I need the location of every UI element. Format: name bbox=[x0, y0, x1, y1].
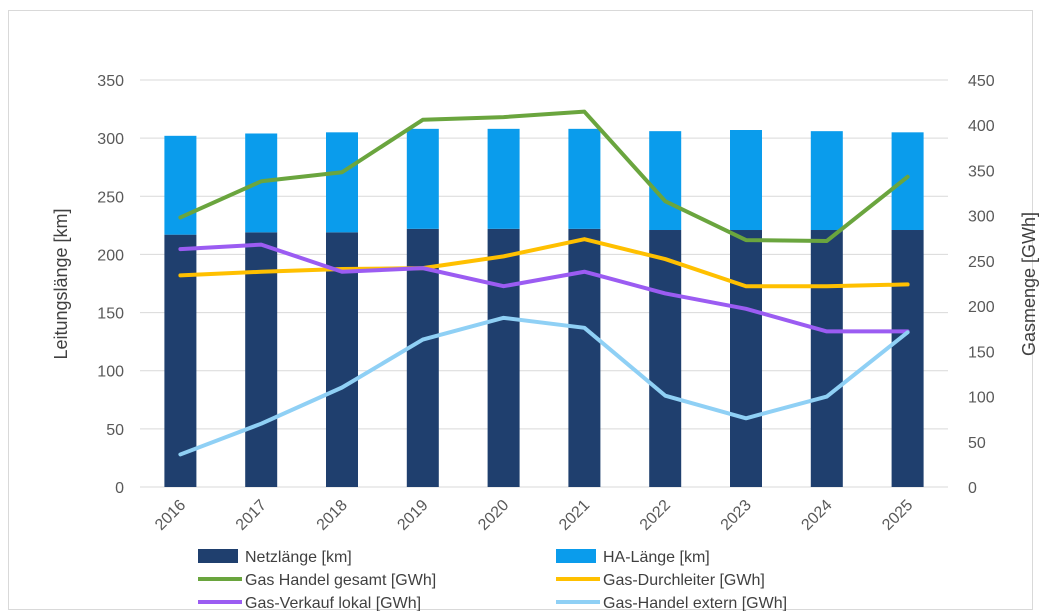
y2-tick-label: 250 bbox=[968, 254, 995, 271]
line-series-0 bbox=[178, 109, 910, 243]
y-tick-label: 300 bbox=[97, 131, 124, 148]
y-tick-label: 150 bbox=[97, 306, 124, 323]
y-tick-label: 0 bbox=[115, 480, 124, 497]
bar-ha-laenge bbox=[649, 131, 682, 231]
y2-tick-label: 450 bbox=[968, 73, 995, 90]
y2-tick-label: 0 bbox=[968, 480, 977, 497]
bar-ha-laenge bbox=[891, 132, 924, 231]
legend-label: Gas-Verkauf lokal [GWh] bbox=[245, 595, 421, 611]
legend: Netzlänge [km] HA-Länge [km] Gas Handel ge… bbox=[198, 549, 787, 611]
line-series-2 bbox=[178, 242, 910, 334]
bar-ha-laenge bbox=[164, 135, 197, 235]
left-axis-ticks: 0 50 100 150 200 250 300 350 bbox=[97, 73, 124, 497]
left-axis-title: Leitungslänge [km] bbox=[51, 208, 71, 359]
y-tick-label: 100 bbox=[97, 364, 124, 381]
right-axis-ticks: 0 50 100 150 200 250 300 350 400 450 bbox=[968, 73, 995, 497]
legend-swatch bbox=[198, 549, 238, 563]
x-tick-label: 2017 bbox=[233, 497, 270, 534]
y-tick-label: 250 bbox=[97, 189, 124, 206]
bar-ha-laenge bbox=[730, 130, 762, 231]
y-tick-label: 350 bbox=[97, 73, 124, 90]
bar-ha-laenge bbox=[326, 132, 358, 233]
bar-netzlaenge bbox=[326, 232, 358, 487]
y-tick-label: 200 bbox=[97, 247, 124, 264]
legend-label: Gas Handel gesamt [GWh] bbox=[245, 572, 436, 589]
x-tick-label: 2023 bbox=[718, 497, 755, 534]
y2-tick-label: 200 bbox=[968, 299, 995, 316]
bar-netzlaenge bbox=[730, 230, 762, 487]
y2-tick-label: 300 bbox=[968, 209, 995, 226]
x-tick-label: 2016 bbox=[152, 497, 189, 534]
y2-tick-label: 100 bbox=[968, 390, 995, 407]
legend-label: Gas-Durchleiter [GWh] bbox=[603, 572, 765, 589]
bar-netzlaenge bbox=[568, 228, 601, 488]
y2-tick-label: 400 bbox=[968, 118, 995, 135]
bar-netzlaenge bbox=[891, 230, 924, 487]
legend-swatch bbox=[556, 549, 596, 563]
x-tick-label: 2024 bbox=[798, 497, 835, 534]
bar-netzlaenge bbox=[245, 232, 278, 487]
bar-netzlaenge bbox=[649, 230, 682, 487]
x-tick-label: 2018 bbox=[314, 497, 351, 534]
line-series-3 bbox=[178, 315, 910, 457]
y-tick-label: 50 bbox=[106, 422, 124, 439]
y2-tick-label: 350 bbox=[968, 163, 995, 180]
bar-netzlaenge bbox=[810, 230, 843, 487]
x-tick-label: 2025 bbox=[879, 497, 916, 534]
x-tick-label: 2020 bbox=[475, 497, 512, 534]
bars-group bbox=[164, 128, 924, 488]
bar-ha-laenge bbox=[406, 128, 439, 229]
y2-tick-label: 150 bbox=[968, 344, 995, 361]
bar-ha-laenge bbox=[568, 128, 601, 229]
legend-label: Netzlänge [km] bbox=[245, 549, 352, 566]
legend-label: Gas-Handel extern [GWh] bbox=[603, 595, 787, 611]
x-tick-label: 2019 bbox=[394, 497, 431, 534]
bar-ha-laenge bbox=[487, 128, 520, 229]
x-tick-label: 2021 bbox=[556, 497, 593, 534]
legend-label: HA-Länge [km] bbox=[603, 549, 710, 566]
right-axis-title: Gasmenge [GWh] bbox=[1019, 212, 1039, 356]
bar-netzlaenge bbox=[487, 228, 520, 488]
bar-ha-laenge bbox=[810, 131, 843, 231]
y2-tick-label: 50 bbox=[968, 435, 986, 452]
x-tick-label: 2022 bbox=[637, 497, 674, 534]
line-series-1 bbox=[178, 237, 910, 289]
lines-group bbox=[178, 109, 910, 457]
x-axis-ticks: 2016 2017 2018 2019 2020 2021 2022 2023 2024 2025 bbox=[152, 497, 916, 534]
chart-frame bbox=[8, 10, 1033, 610]
